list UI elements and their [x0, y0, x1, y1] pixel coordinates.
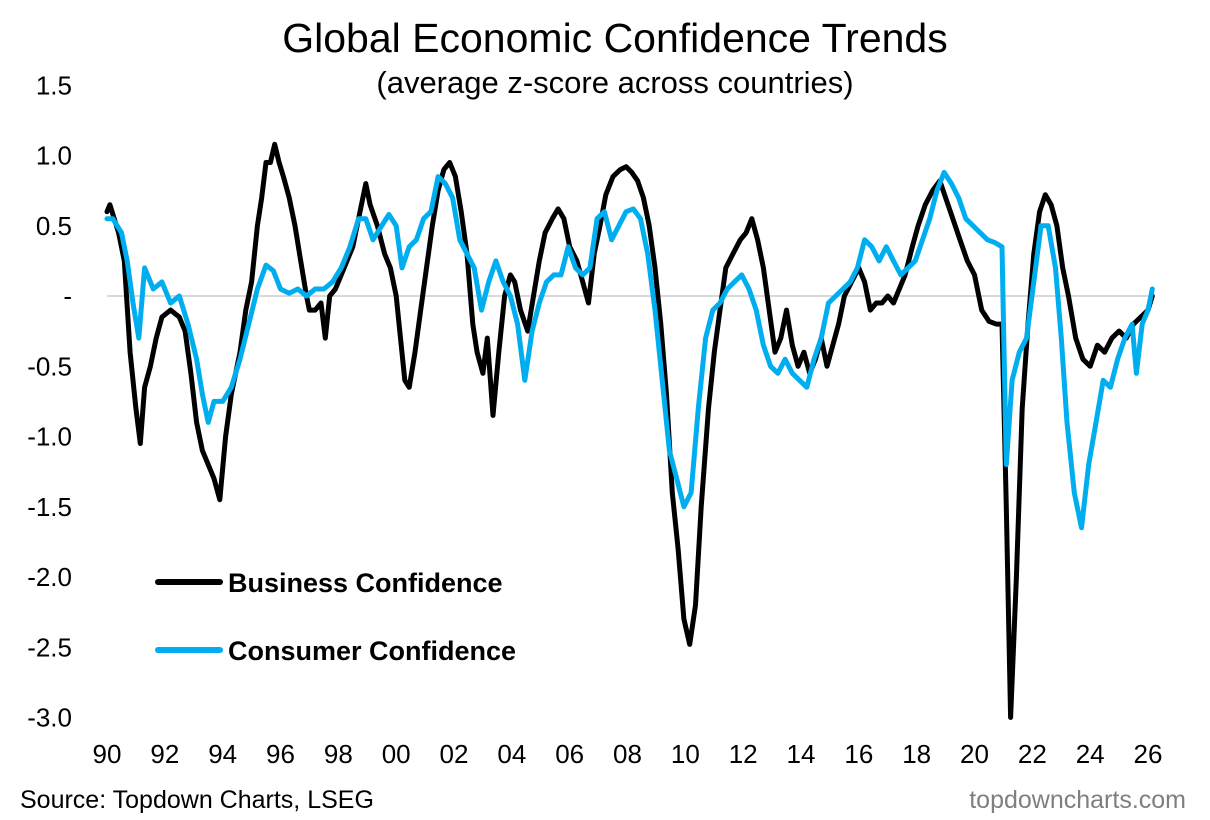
- x-tick-label: 18: [902, 739, 931, 769]
- y-tick-label: 1.5: [36, 70, 72, 100]
- x-tick-label: 96: [266, 739, 295, 769]
- credit-note: topdowncharts.com: [969, 786, 1186, 814]
- y-tick-label: -2.5: [27, 632, 72, 662]
- x-axis: 90 92 94 96 98 00 02 04 06 08 10 12 14 16 18 20 22 24 26: [93, 739, 1163, 769]
- y-tick-label: -0.5: [27, 351, 72, 381]
- x-tick-label: 20: [960, 739, 989, 769]
- x-tick-label: 94: [208, 739, 237, 769]
- x-tick-label: 16: [844, 739, 873, 769]
- x-tick-label: 08: [613, 739, 642, 769]
- legend: Business Confidence Consumer Confidence: [155, 568, 516, 666]
- x-tick-label: 10: [671, 739, 700, 769]
- business-confidence-line: [104, 141, 1155, 720]
- x-tick-label: 24: [1076, 739, 1105, 769]
- chart-subtitle: (average z-score across countries): [376, 65, 853, 100]
- legend-label-consumer: Consumer Confidence: [228, 636, 516, 666]
- x-tick-label: 00: [382, 739, 411, 769]
- y-tick-label: 1.0: [36, 141, 72, 171]
- chart-title: Global Economic Confidence Trends: [282, 15, 947, 61]
- x-tick-label: 22: [1018, 739, 1047, 769]
- source-note: Source: Topdown Charts, LSEG: [20, 786, 374, 814]
- legend-label-business: Business Confidence: [228, 568, 503, 598]
- x-tick-label: 02: [440, 739, 469, 769]
- x-tick-label: 12: [729, 739, 758, 769]
- x-tick-label: 04: [497, 739, 526, 769]
- x-tick-label: 06: [555, 739, 584, 769]
- x-tick-label: 92: [150, 739, 179, 769]
- y-tick-label: -1.5: [27, 492, 72, 522]
- y-tick-label: -3.0: [27, 703, 72, 733]
- y-axis: 1.5 1.0 0.5 - -0.5 -1.0 -1.5 -2.0 -2.5 -3.0: [27, 70, 72, 732]
- series-layer: [104, 141, 1155, 720]
- y-tick-label: 0.5: [36, 211, 72, 241]
- y-tick-label: -: [63, 281, 72, 311]
- x-tick-label: 98: [324, 739, 353, 769]
- y-tick-label: -1.0: [27, 422, 72, 452]
- x-tick-label: 90: [93, 739, 122, 769]
- x-tick-label: 26: [1134, 739, 1163, 769]
- consumer-confidence-line: [104, 169, 1155, 531]
- y-tick-label: -2.0: [27, 562, 72, 592]
- x-tick-label: 14: [787, 739, 816, 769]
